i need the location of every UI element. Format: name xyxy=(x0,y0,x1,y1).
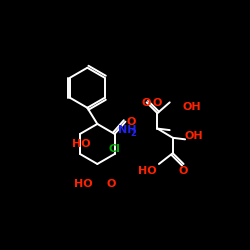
Text: NH: NH xyxy=(118,125,137,135)
Text: O: O xyxy=(141,98,150,108)
Text: OH: OH xyxy=(184,131,203,141)
Text: HO: HO xyxy=(74,179,93,189)
Text: O: O xyxy=(106,179,116,189)
Text: HO: HO xyxy=(138,166,157,176)
Text: OH: OH xyxy=(182,102,201,112)
Text: Cl: Cl xyxy=(109,144,121,154)
Text: O: O xyxy=(153,98,162,108)
Text: O: O xyxy=(178,166,188,176)
Text: HO: HO xyxy=(72,139,90,149)
Text: 2: 2 xyxy=(130,129,136,138)
Text: O: O xyxy=(126,117,136,127)
